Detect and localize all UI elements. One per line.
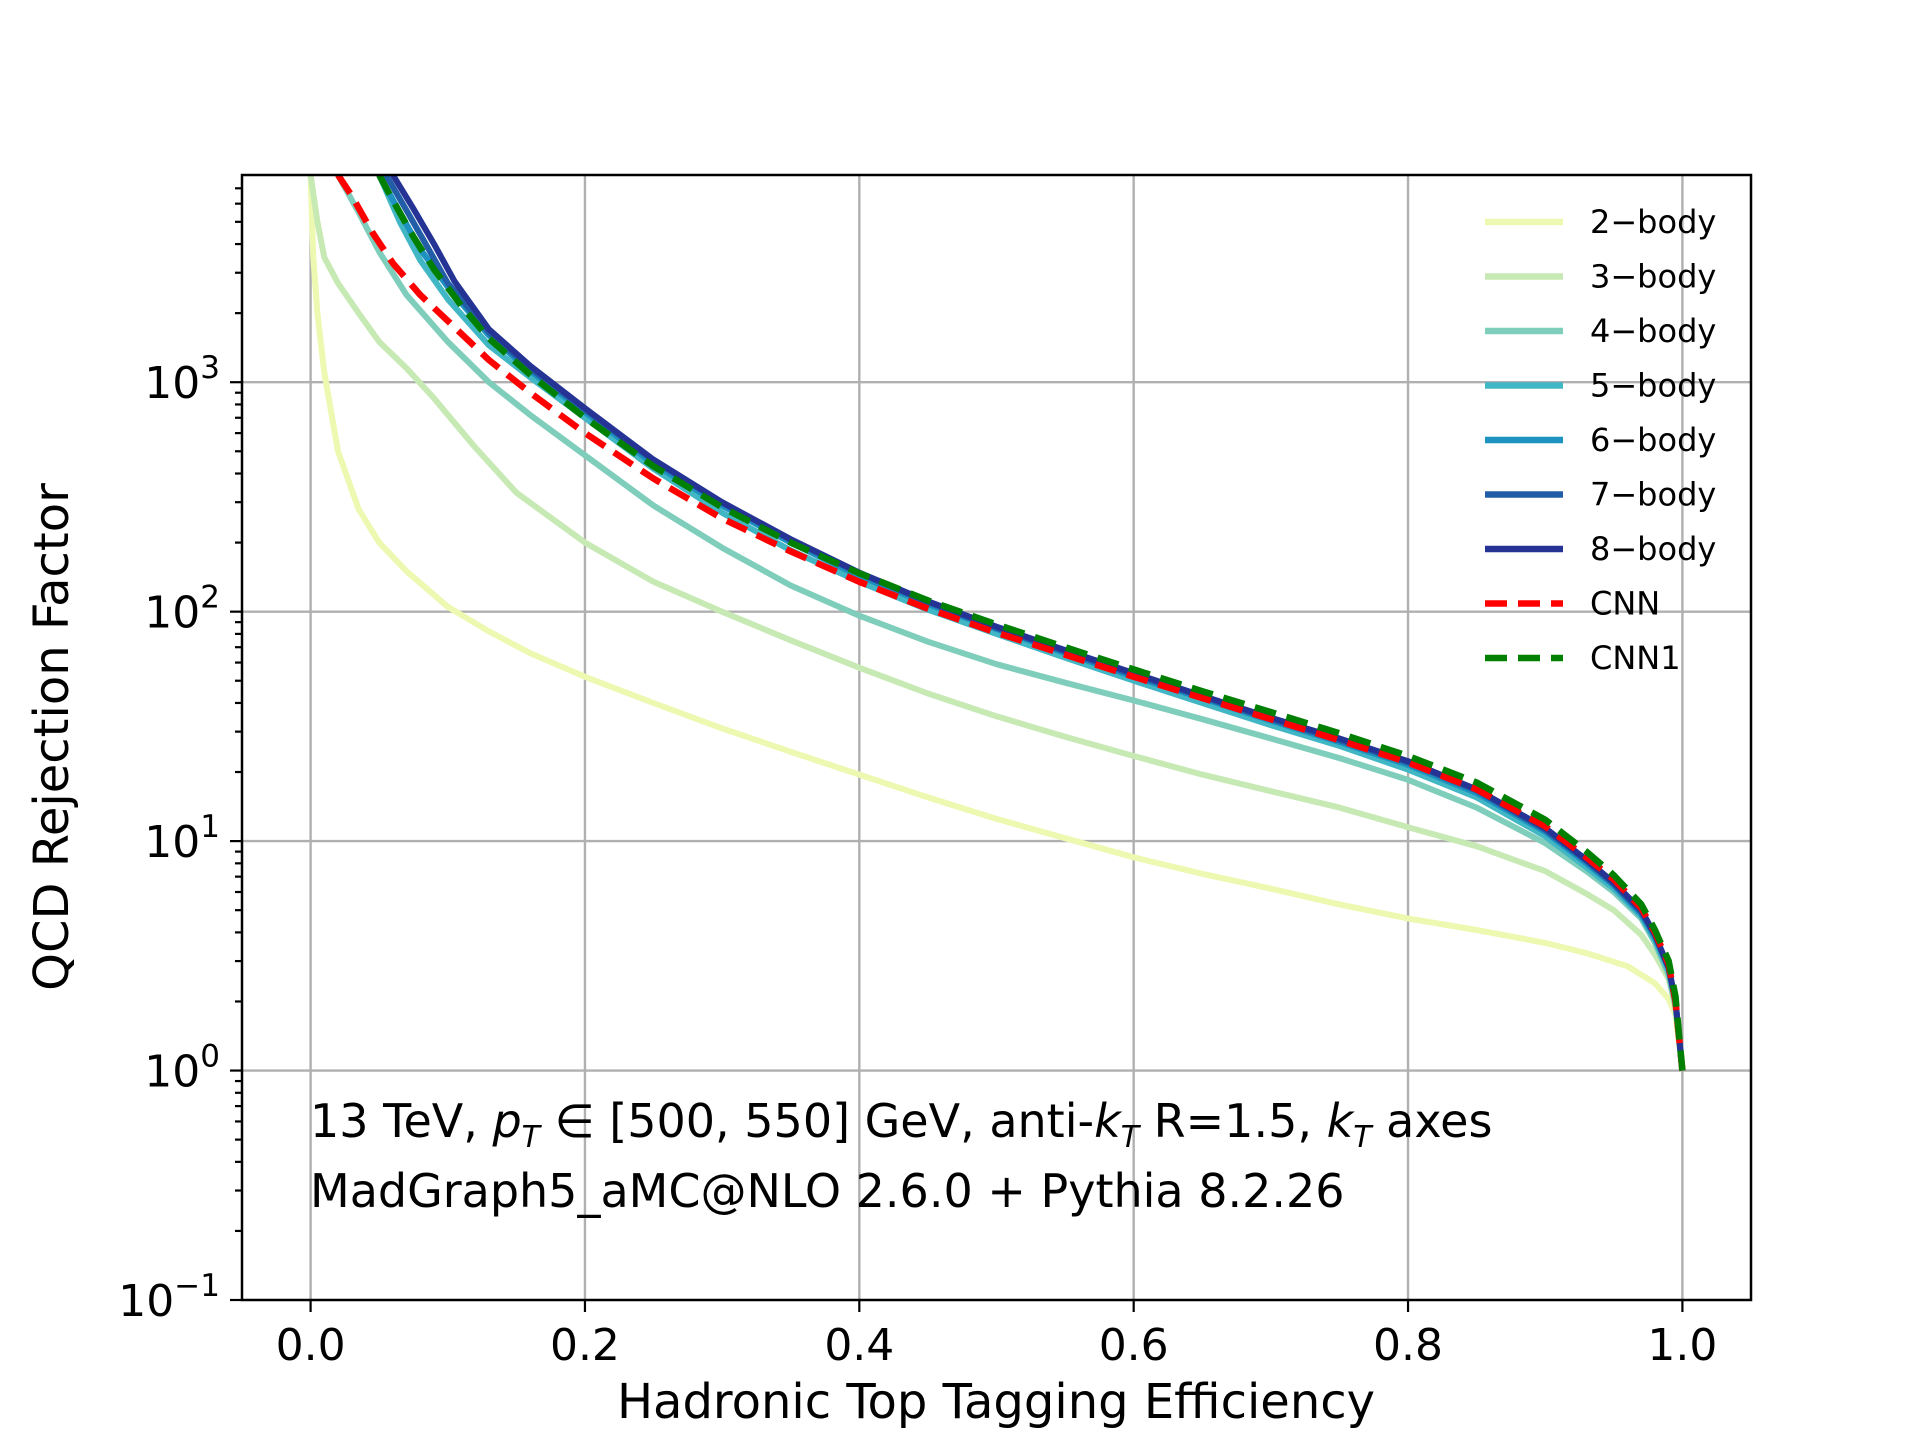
legend-label: 7−body [1590, 476, 1716, 514]
x-tick-label: 0.6 [1099, 1320, 1169, 1371]
annotation-line-2: MadGraph5_aMC@NLO 2.6.0 + Pythia 8.2.26 [310, 1164, 1345, 1218]
x-tick-label: 0.4 [824, 1320, 894, 1371]
curves [307, 175, 1686, 1071]
y-axis-label: QCD Rejection Factor [24, 483, 80, 991]
axis-ticks: 0.0 0.2 0.4 0.6 0.8 1.0 10−1 100 101 102 103 [118, 187, 1717, 1371]
x-tick-label: 0.0 [276, 1320, 346, 1371]
series-line-2−body [307, 175, 1686, 1071]
legend: 2−body 3−body 4−body 5−body 6−body 7−body 8−bo… [1485, 203, 1716, 677]
y-tick-label: 103 [144, 350, 220, 409]
series-line-CNN1 [376, 175, 1686, 1071]
x-tick-label: 1.0 [1647, 1320, 1717, 1371]
y-tick-label: 101 [144, 809, 220, 868]
series-line-7−body [383, 175, 1686, 1071]
legend-label: 2−body [1590, 203, 1716, 241]
series-line-3−body [307, 175, 1686, 1071]
legend-label: 5−body [1590, 367, 1716, 405]
series-line-8−body [390, 175, 1686, 1071]
annotation-line-1: 13 TeV, pT ∈ [500, 550] GeV, anti-kT R=1… [310, 1094, 1492, 1155]
plot-frame [240, 173, 1753, 1302]
y-tick-label: 102 [144, 580, 220, 639]
legend-label: CNN [1590, 585, 1660, 623]
series-line-5−body [376, 175, 1686, 1071]
x-tick-label: 0.8 [1373, 1320, 1443, 1371]
series-line-CNN [335, 175, 1686, 1071]
x-axis-label: Hadronic Top Tagging Efficiency [617, 1374, 1375, 1430]
x-tick-label: 0.2 [550, 1320, 620, 1371]
legend-label: 3−body [1590, 258, 1716, 296]
legend-label: 6−body [1590, 421, 1716, 459]
legend-label: 4−body [1590, 312, 1716, 350]
series-line-4−body [335, 175, 1686, 1071]
legend-label: CNN1 [1590, 639, 1681, 677]
series-line-6−body [376, 175, 1686, 1071]
grid [242, 175, 1751, 1300]
legend-label: 8−body [1590, 530, 1716, 568]
y-tick-label: 100 [144, 1039, 220, 1098]
y-tick-label: 10−1 [118, 1268, 220, 1327]
